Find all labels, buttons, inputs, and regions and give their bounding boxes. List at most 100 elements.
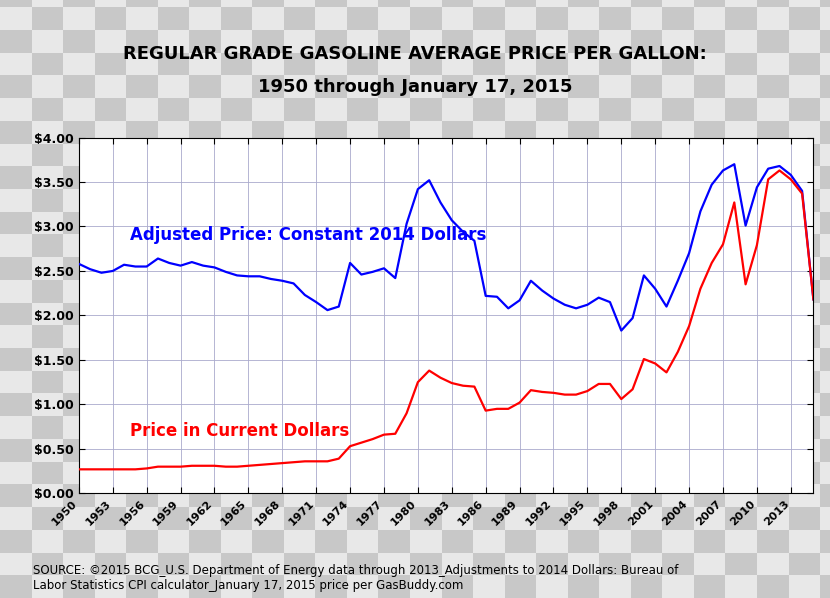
Bar — [631, 98, 662, 121]
Bar — [63, 166, 95, 189]
Bar — [284, 439, 315, 462]
Bar — [662, 121, 694, 144]
Bar — [0, 7, 32, 30]
Bar — [662, 166, 694, 189]
Bar — [442, 553, 473, 575]
Bar — [820, 303, 830, 325]
Bar — [378, 121, 410, 144]
Bar — [378, 30, 410, 53]
Bar — [221, 212, 252, 234]
Bar — [315, 530, 347, 553]
Bar — [252, 530, 284, 553]
Bar — [189, 553, 221, 575]
Bar — [0, 484, 32, 507]
Bar — [757, 303, 788, 325]
Bar — [315, 257, 347, 280]
Bar — [473, 280, 505, 303]
Bar — [694, 257, 725, 280]
Bar — [315, 507, 347, 530]
Bar — [126, 507, 158, 530]
Bar — [63, 53, 95, 75]
Bar — [820, 75, 830, 98]
Bar — [473, 121, 505, 144]
Bar — [473, 30, 505, 53]
Bar — [473, 348, 505, 371]
Bar — [568, 30, 599, 53]
Bar — [315, 7, 347, 30]
Bar — [473, 439, 505, 462]
Bar — [442, 166, 473, 189]
Bar — [473, 189, 505, 212]
Bar — [252, 280, 284, 303]
Bar — [378, 439, 410, 462]
Bar — [126, 484, 158, 507]
Bar — [378, 303, 410, 325]
Bar — [95, 416, 126, 439]
Bar — [95, 530, 126, 553]
Bar — [189, 484, 221, 507]
Bar — [189, 325, 221, 348]
Bar — [536, 7, 568, 30]
Bar — [662, 234, 694, 257]
Bar — [410, 325, 442, 348]
Bar — [284, 98, 315, 121]
Bar — [788, 30, 820, 53]
Bar — [473, 530, 505, 553]
Bar — [63, 553, 95, 575]
Bar — [347, 189, 378, 212]
Bar — [284, 575, 315, 598]
Bar — [0, 121, 32, 144]
Bar — [252, 98, 284, 121]
Bar — [568, 507, 599, 530]
Bar — [126, 439, 158, 462]
Bar — [442, 75, 473, 98]
Bar — [158, 121, 189, 144]
Bar — [315, 575, 347, 598]
Bar — [725, 121, 757, 144]
Bar — [315, 484, 347, 507]
Bar — [662, 212, 694, 234]
Bar — [126, 166, 158, 189]
Bar — [757, 575, 788, 598]
Bar — [820, 575, 830, 598]
Bar — [631, 303, 662, 325]
Bar — [221, 98, 252, 121]
Bar — [95, 0, 126, 7]
Bar — [221, 234, 252, 257]
Bar — [410, 371, 442, 393]
Bar — [757, 121, 788, 144]
Bar — [694, 484, 725, 507]
Bar — [757, 30, 788, 53]
Bar — [536, 30, 568, 53]
Bar — [473, 553, 505, 575]
Bar — [63, 0, 95, 7]
Bar — [347, 53, 378, 75]
Bar — [442, 98, 473, 121]
Bar — [0, 303, 32, 325]
Bar — [788, 530, 820, 553]
Bar — [378, 325, 410, 348]
Bar — [32, 53, 63, 75]
Bar — [284, 371, 315, 393]
Bar — [63, 257, 95, 280]
Bar — [505, 462, 536, 484]
Bar — [284, 7, 315, 30]
Bar — [126, 0, 158, 7]
Bar — [568, 484, 599, 507]
Bar — [536, 371, 568, 393]
Bar — [631, 30, 662, 53]
Bar — [126, 530, 158, 553]
Bar — [694, 0, 725, 7]
Bar — [599, 303, 631, 325]
Bar — [568, 371, 599, 393]
Bar — [505, 121, 536, 144]
Bar — [347, 393, 378, 416]
Bar — [0, 393, 32, 416]
Bar — [442, 575, 473, 598]
Bar — [221, 30, 252, 53]
Bar — [315, 348, 347, 371]
Bar — [568, 121, 599, 144]
Bar — [631, 189, 662, 212]
Bar — [757, 393, 788, 416]
Bar — [221, 462, 252, 484]
